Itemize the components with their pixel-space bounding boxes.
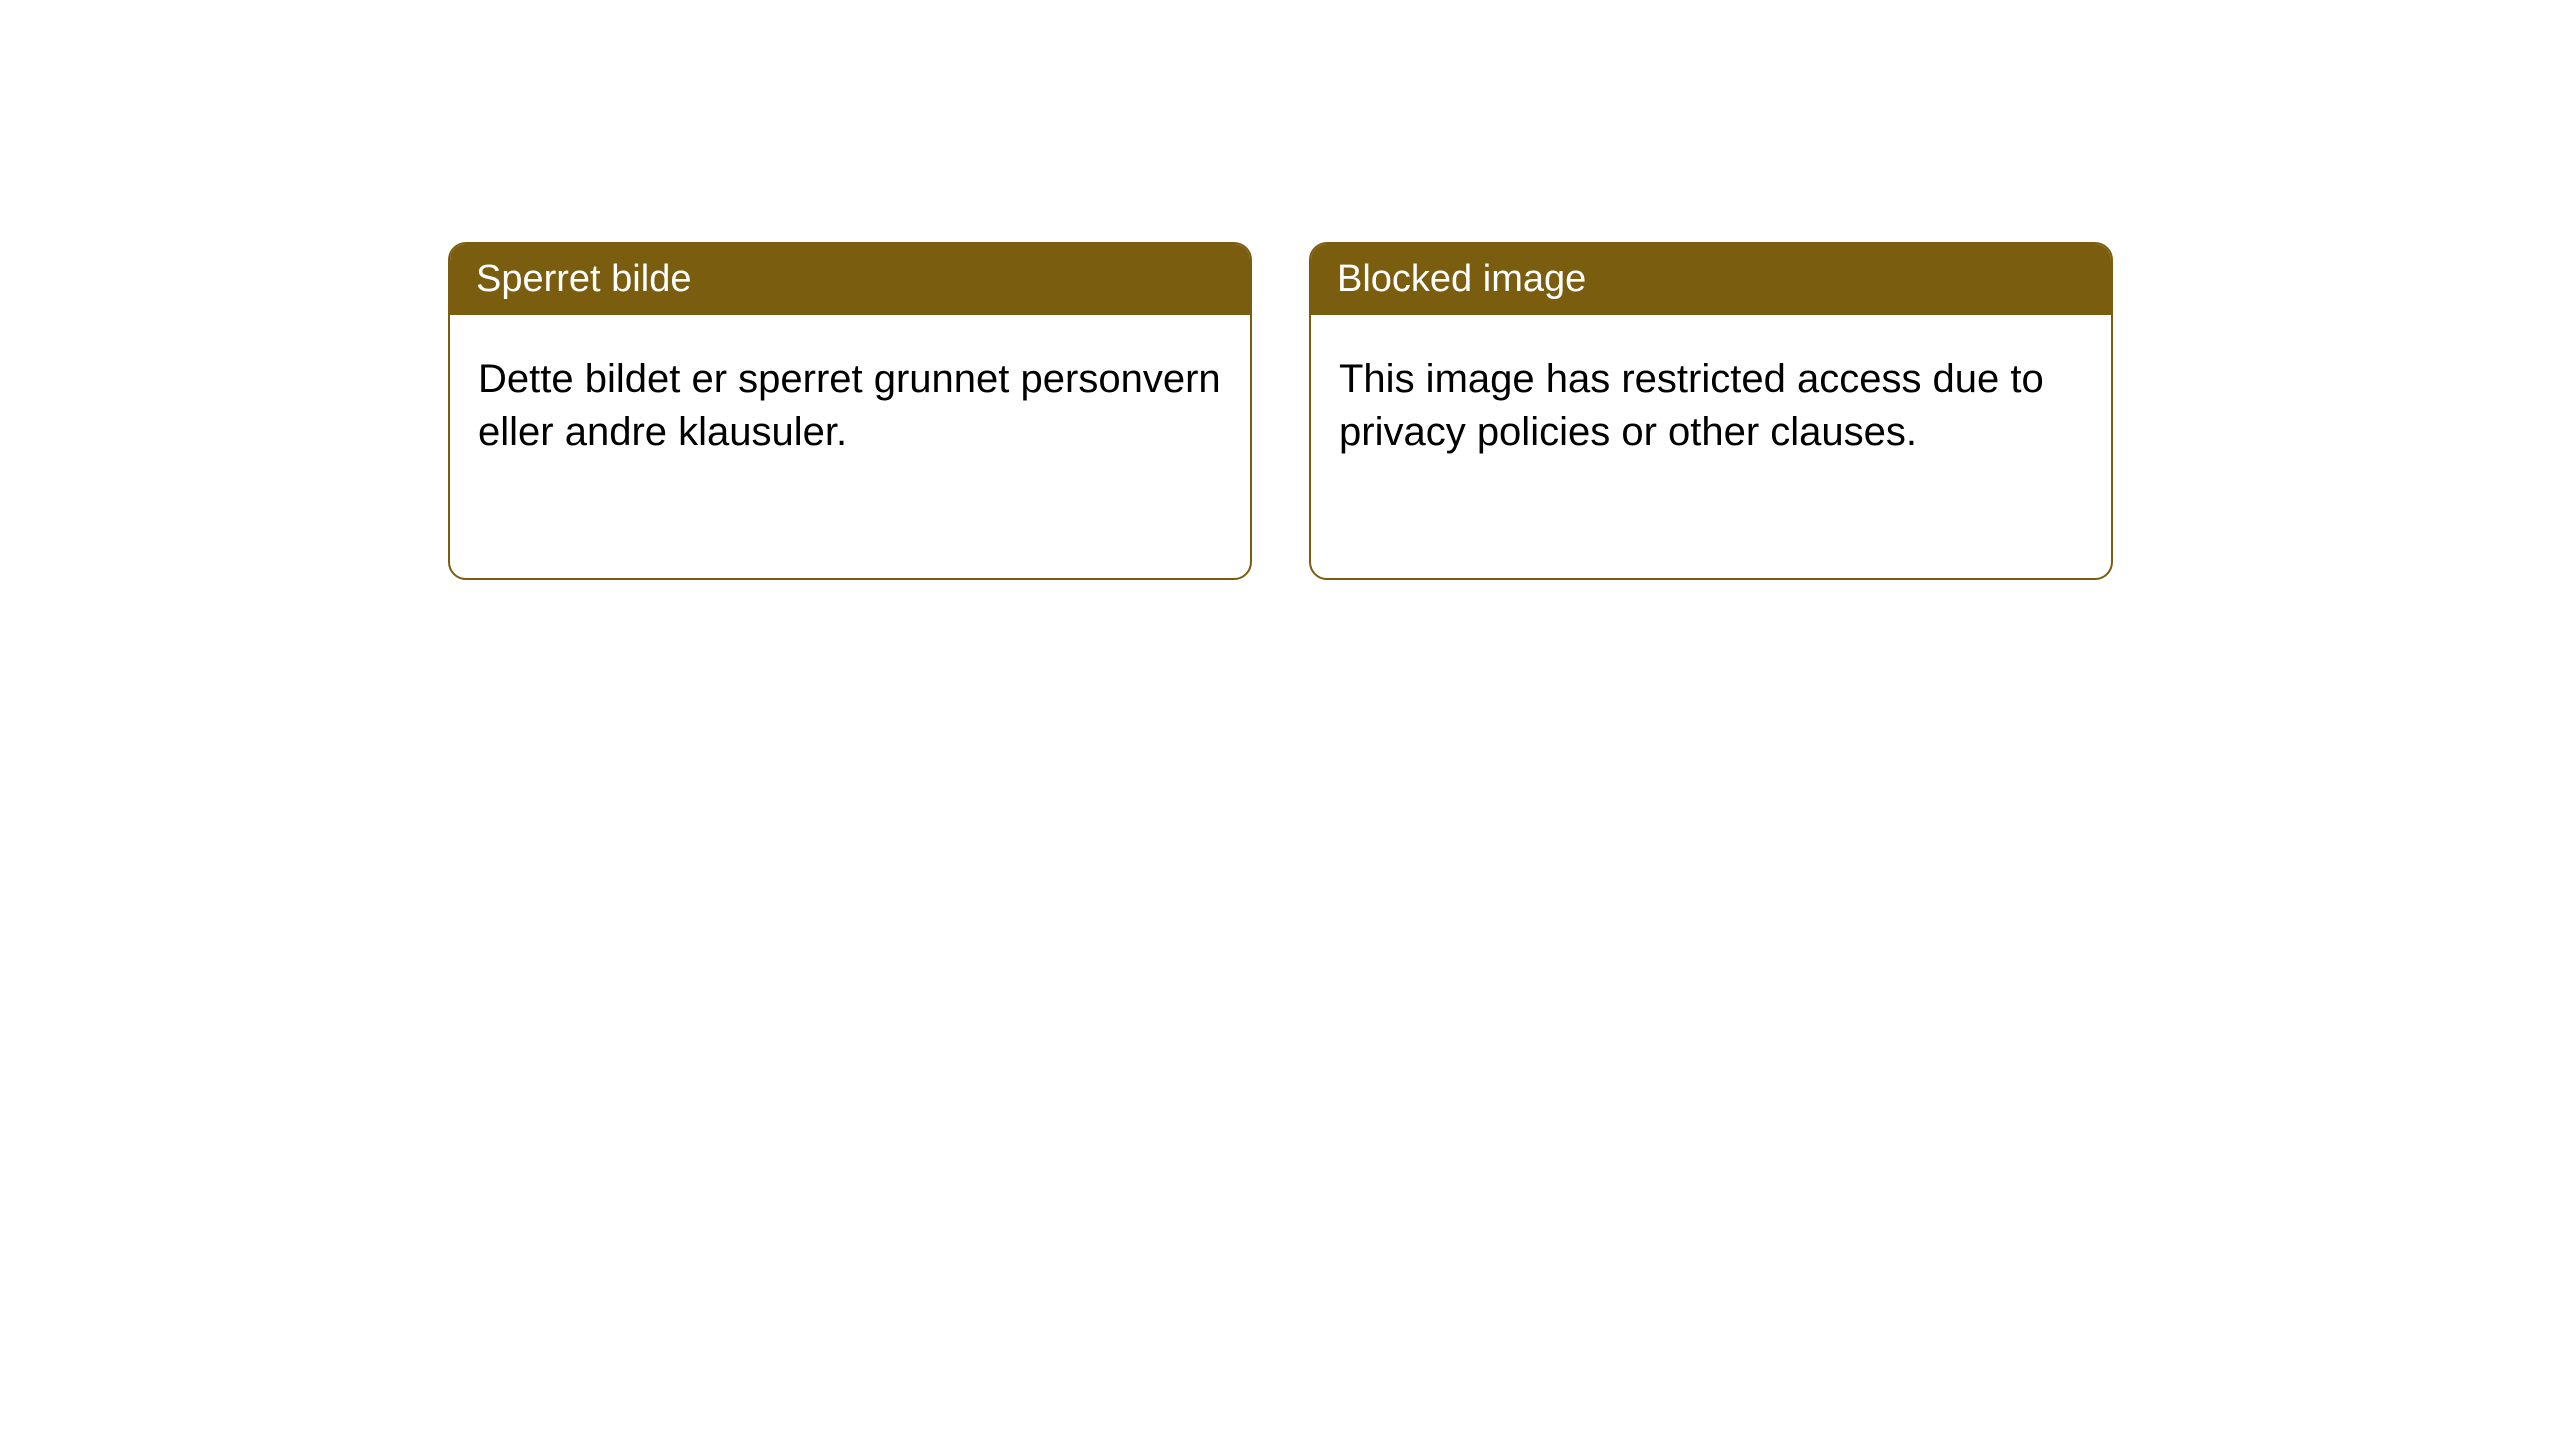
notice-card-norwegian: Sperret bilde Dette bildet er sperret gr…	[448, 242, 1252, 580]
notice-header: Sperret bilde	[450, 244, 1250, 315]
notice-container: Sperret bilde Dette bildet er sperret gr…	[448, 242, 2113, 580]
notice-title: Sperret bilde	[476, 258, 691, 300]
notice-card-english: Blocked image This image has restricted …	[1309, 242, 2113, 580]
notice-body-text: Dette bildet er sperret grunnet personve…	[478, 357, 1221, 454]
notice-header: Blocked image	[1311, 244, 2111, 315]
notice-body-text: This image has restricted access due to …	[1339, 357, 2044, 454]
notice-body: This image has restricted access due to …	[1311, 315, 2111, 497]
notice-title: Blocked image	[1337, 258, 1586, 300]
notice-body: Dette bildet er sperret grunnet personve…	[450, 315, 1250, 497]
